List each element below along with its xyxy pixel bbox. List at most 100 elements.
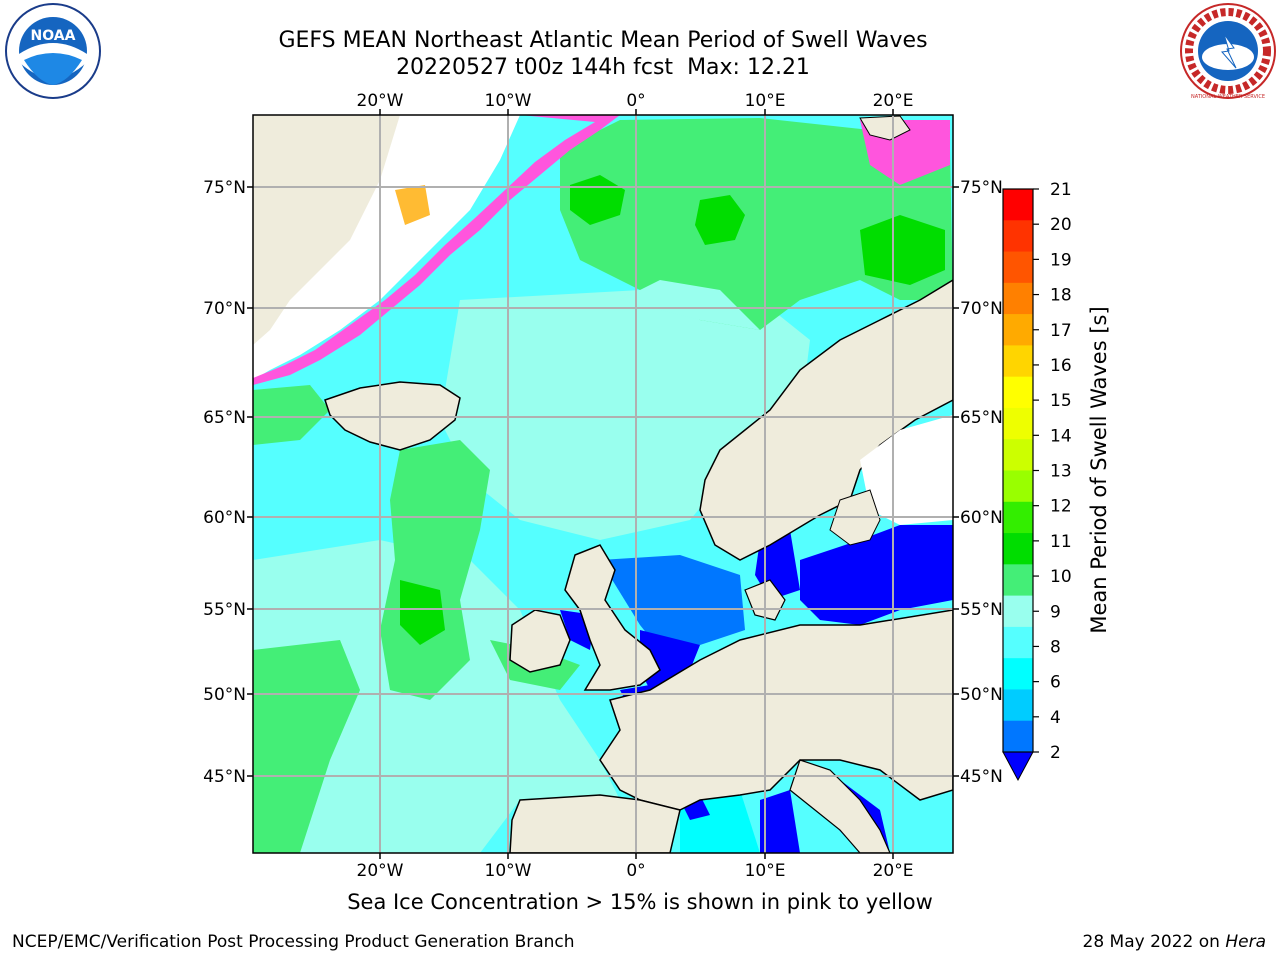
generation-date: 28 May 2022 on Hera (1083, 932, 1267, 952)
colorbar-segment (1003, 689, 1033, 722)
colorbar-tick-label: 19 (1050, 250, 1072, 270)
lat-label-right: 50°N (960, 685, 1003, 705)
colorbar-tick-label: 20 (1050, 215, 1072, 235)
colorbar-tick-label: 15 (1050, 391, 1072, 411)
lon-labels-bottom: 20°W 10°W 0° 10°E 20°E (357, 861, 914, 881)
lat-label-left: 75°N (203, 178, 246, 198)
lat-label-left: 70°N (203, 299, 246, 319)
lat-label-left: 55°N (203, 600, 246, 620)
lat-label-left: 50°N (203, 685, 246, 705)
baltic-very-low (800, 525, 953, 625)
lat-labels-right: 75°N 70°N 65°N 60°N 55°N 50°N 45°N (960, 178, 1003, 787)
host-name: Hera (1225, 932, 1266, 952)
colorbar-segment (1003, 345, 1033, 378)
period-8-9-south (253, 540, 620, 853)
period-9-10-west-1 (253, 385, 330, 445)
colorbar-tick-label: 12 (1050, 497, 1072, 517)
colorbar-segment (1003, 407, 1033, 440)
iberia (509, 794, 681, 853)
colorbar-tick-label: 6 (1050, 673, 1061, 693)
colorbar-segment (1003, 189, 1033, 221)
colorbar-segment (1003, 282, 1033, 315)
map-panel (253, 115, 953, 853)
colorbar-segment (1003, 220, 1033, 253)
colorbar-segment (1003, 501, 1033, 534)
lon-label-bottom: 10°W (485, 861, 532, 881)
colorbar-tick-label: 4 (1050, 708, 1061, 728)
colorbar: 21 20 19 18 17 16 15 14 13 12 11 10 9 8 6 4 2 (1002, 180, 1072, 782)
colorbar-segment (1003, 564, 1033, 597)
colorbar-segment (1003, 533, 1033, 565)
lon-label-bottom: 0° (626, 861, 645, 881)
colorbar-segment (1003, 658, 1033, 690)
colorbar-tick-label: 17 (1050, 321, 1072, 341)
noaa-logo: NOAA (5, 3, 101, 99)
colorbar-tick-label: 11 (1050, 532, 1072, 552)
nws-logo: NATIONAL WEATHER SERVICE (1180, 3, 1276, 100)
lat-label-right: 60°N (960, 508, 1003, 528)
colorbar-segment (1003, 626, 1033, 659)
colorbar-tick-label: 21 (1050, 180, 1072, 200)
lat-label-right: 55°N (960, 600, 1003, 620)
continental-europe (599, 609, 953, 811)
period-10-11-patch-2 (695, 195, 745, 245)
generation-date-text: 28 May 2022 on (1082, 932, 1220, 952)
colorbar-tick-label: 13 (1050, 462, 1072, 482)
map-grid (253, 115, 953, 853)
forecast-date-label: 20220527 t00z 144h fcst (396, 55, 674, 80)
lat-label-left: 45°N (203, 767, 246, 787)
colorbar-tick-label: 2 (1050, 743, 1061, 763)
lon-label-top: 20°E (873, 91, 914, 111)
colorbar-segment (1003, 439, 1033, 471)
tyrrhenian-very-low (760, 790, 800, 853)
lon-label-bottom: 20°W (357, 861, 404, 881)
lon-label-top: 20°W (357, 91, 404, 111)
lon-label-top: 10°E (745, 91, 786, 111)
noaa-logo-text: NOAA (31, 28, 76, 44)
lat-label-right: 70°N (960, 299, 1003, 319)
colorbar-title: Mean Period of Swell Waves [s] (1087, 306, 1111, 633)
sea-ice-note: Sea Ice Concentration > 15% is shown in … (347, 890, 933, 914)
lon-labels-top: 20°W 10°W 0° 10°E 20°E (357, 91, 914, 111)
colorbar-tick-label: 9 (1050, 602, 1061, 622)
lon-label-top: 10°W (485, 91, 532, 111)
map-frame (252, 114, 954, 854)
lat-label-left: 65°N (203, 408, 246, 428)
colorbar-segment (1003, 595, 1033, 628)
sea-ice-band (253, 115, 620, 385)
colorbar-tick-label: 18 (1050, 286, 1072, 306)
colorbar-segment (1003, 376, 1033, 409)
colorbar-segment (1003, 720, 1033, 753)
lon-label-bottom: 10°E (745, 861, 786, 881)
colorbar-segment (1003, 251, 1033, 284)
italy (789, 759, 891, 853)
colorbar-tick-label: 14 (1050, 426, 1072, 446)
sea-ice-patch (395, 185, 430, 225)
lon-label-bottom: 20°E (873, 861, 914, 881)
lat-label-left: 60°N (203, 508, 246, 528)
north-sea-very-low (640, 630, 700, 690)
colorbar-segment (1003, 470, 1033, 503)
gulf-of-bothnia-ice-free (860, 415, 953, 525)
colorbar-tick-label: 8 (1050, 637, 1061, 657)
lat-labels-left: 75°N 70°N 65°N 60°N 55°N 50°N 45°N (203, 178, 246, 787)
period-9-10-atlantic (380, 440, 490, 700)
chart-subtitle: 20220527 t00z 144h fcst Max: 12.21 (0, 54, 1206, 81)
lat-label-right: 75°N (960, 178, 1003, 198)
lat-label-right: 65°N (960, 408, 1003, 428)
chart-title: GEFS MEAN Northeast Atlantic Mean Period… (278, 28, 928, 53)
lon-label-top: 0° (626, 91, 645, 111)
period-10-11-patch-3 (860, 215, 945, 285)
max-value-label: Max: 12.21 (687, 55, 810, 80)
period-10-11-patch-atlantic (400, 580, 445, 645)
colorbar-segment (1003, 314, 1033, 346)
lat-label-right: 45°N (960, 767, 1003, 787)
colorbar-tick-label: 10 (1050, 567, 1072, 587)
period-9-10-north (560, 118, 953, 330)
nws-logo-text: NATIONAL WEATHER SERVICE (1191, 94, 1265, 100)
colorbar-extend-arrow (1002, 751, 1034, 782)
greenland-land (253, 115, 400, 345)
producer-credit: NCEP/EMC/Verification Post Processing Pr… (12, 932, 575, 952)
map-ticks (247, 109, 959, 859)
